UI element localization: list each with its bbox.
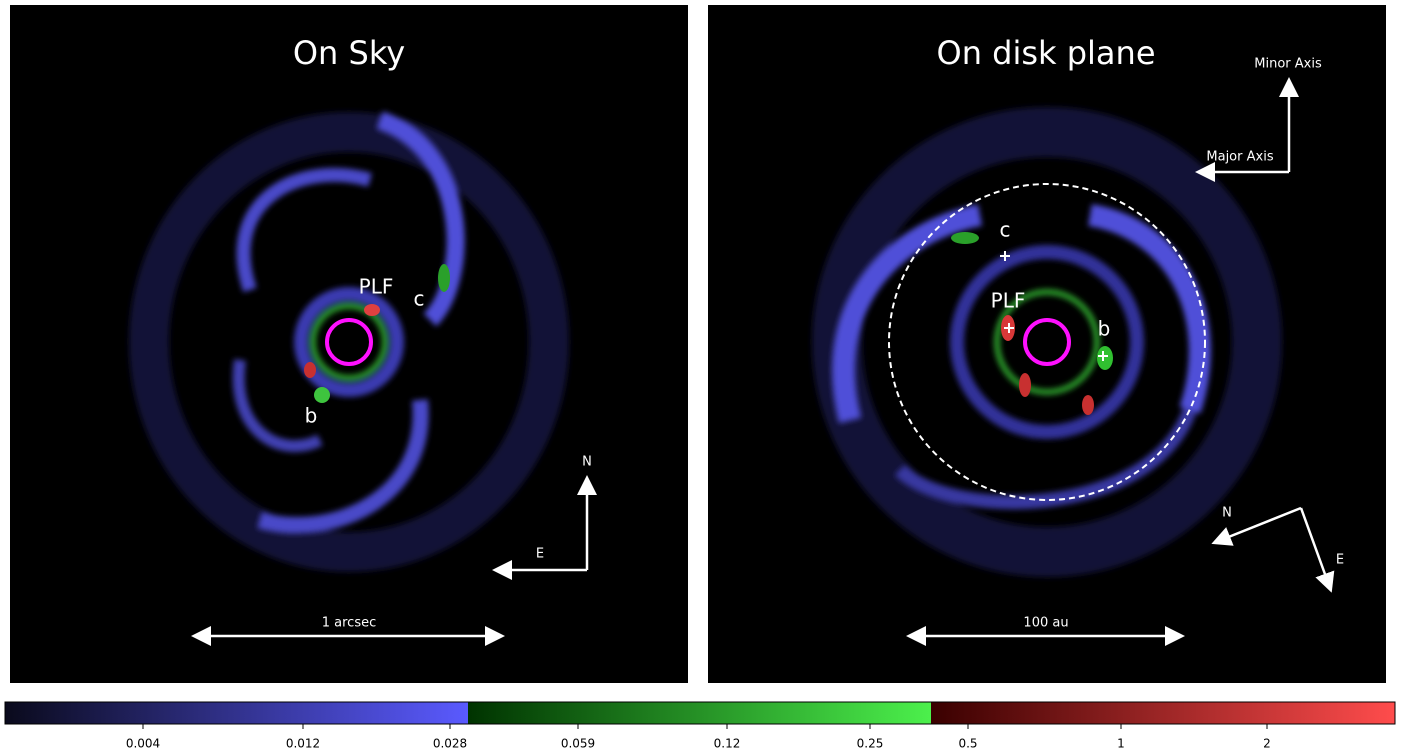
- panel-on-sky: On Sky PLF c b N E 1 arcsec: [10, 5, 688, 683]
- compass-arrow: [1211, 506, 1302, 546]
- colorbar-tick-label: 0.12: [714, 737, 741, 751]
- colorbar-tick-label: 0.25: [857, 737, 884, 751]
- colorbar-tick-label: 0.5: [958, 737, 977, 751]
- scale-label: 100 au: [1023, 616, 1068, 631]
- colorbar-tick-label: 0.004: [126, 737, 160, 751]
- compass-label: E: [1336, 553, 1344, 568]
- scale-label: 1 arcsec: [322, 616, 377, 631]
- object-label: PLF: [359, 275, 394, 299]
- axis-label: Major Axis: [1206, 150, 1273, 165]
- object-label: PLF: [991, 289, 1026, 313]
- colorbar: 0.004 0.012 0.028 0.059 0.12 0.25 0.5 1 2: [4, 701, 1396, 751]
- colorbar-tick-label: 2: [1263, 737, 1271, 751]
- panel-disk-plane: On disk plane PLF c b Minor Axis Major A…: [708, 5, 1386, 683]
- panel-title: On disk plane: [937, 34, 1156, 72]
- object-label: c: [1000, 218, 1011, 242]
- colorbar-tick-label: 0.059: [561, 737, 595, 751]
- axis-label: Minor Axis: [1254, 57, 1322, 72]
- colorbar-tick-label: 0.028: [433, 737, 467, 751]
- object-label: b: [1098, 317, 1111, 341]
- compass-label: N: [1222, 506, 1232, 521]
- object-label: c: [414, 287, 425, 311]
- object-label: b: [305, 404, 318, 428]
- panel-title: On Sky: [293, 34, 405, 72]
- compass-label: E: [536, 547, 544, 562]
- compass-arrow: [1299, 507, 1335, 593]
- compass-label: N: [582, 455, 592, 470]
- colorbar-tick-label: 1: [1117, 737, 1125, 751]
- colorbar-tick-label: 0.012: [286, 737, 320, 751]
